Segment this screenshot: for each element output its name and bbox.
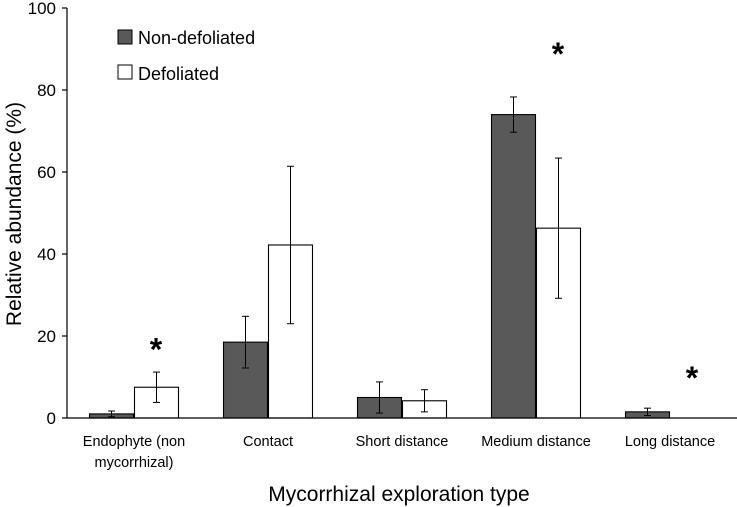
x-tick-label-line: Long distance bbox=[625, 434, 715, 450]
legend-swatch-non-defoliated bbox=[117, 29, 133, 45]
legend-swatch-defoliated bbox=[117, 64, 133, 80]
x-tick-label-line: Endophyte (non bbox=[83, 434, 185, 450]
y-tick-label: 100 bbox=[28, 0, 56, 18]
x-tick-label: Short distance bbox=[356, 434, 449, 450]
x-tick-label-line: Medium distance bbox=[481, 434, 591, 450]
y-tick-label: 60 bbox=[37, 163, 56, 182]
x-tick-label: Endophyte (non mycorrhizal) bbox=[83, 434, 185, 471]
annotations-layer: * * * bbox=[150, 36, 699, 396]
axes-layer bbox=[66, 8, 737, 419]
significance-star: * bbox=[552, 36, 565, 72]
x-tick-labels-layer: Endophyte (non mycorrhizal) Contact Short d… bbox=[83, 434, 715, 471]
x-tick-label: Long distance bbox=[625, 434, 715, 450]
x-tick-label: Medium distance bbox=[481, 434, 591, 450]
y-tick-label: 0 bbox=[47, 409, 56, 428]
x-tick-label-line: Contact bbox=[243, 434, 293, 450]
significance-star: * bbox=[686, 360, 699, 396]
x-tick-label: Contact bbox=[243, 434, 293, 450]
y-ticks-layer: 0 20 40 60 80 100 bbox=[28, 0, 67, 428]
bars-layer bbox=[88, 114, 671, 419]
x-tick-label-line: mycorrhizal) bbox=[95, 455, 174, 471]
bar-non-defoliated-3 bbox=[490, 114, 537, 419]
legend-label-defoliated: Defoliated bbox=[138, 64, 219, 84]
y-tick-label: 80 bbox=[37, 81, 56, 100]
x-tick-label-line: Short distance bbox=[356, 434, 449, 450]
legend: Non-defoliated Defoliated bbox=[117, 28, 255, 84]
legend-label-non-defoliated: Non-defoliated bbox=[138, 28, 255, 48]
significance-star: * bbox=[150, 331, 163, 367]
y-tick-label: 40 bbox=[37, 245, 56, 264]
error-bars-layer bbox=[108, 96, 651, 418]
y-axis-label: Relative abundance (%) bbox=[3, 102, 26, 326]
x-axis-label: Mycorrhizal exploration type bbox=[268, 483, 529, 506]
y-tick-label: 20 bbox=[37, 327, 56, 346]
